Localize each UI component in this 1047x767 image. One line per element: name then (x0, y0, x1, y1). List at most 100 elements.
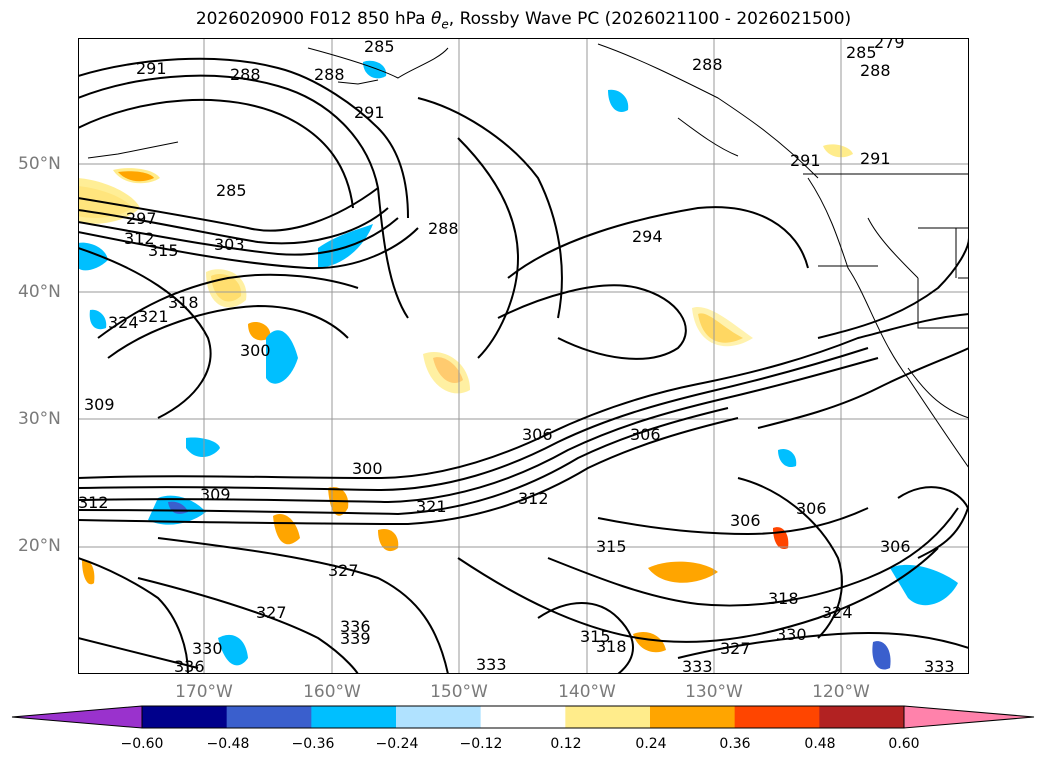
contour-label: 327 (328, 561, 359, 580)
patch-orange-9 (633, 631, 666, 653)
contour-label: 336 (174, 657, 205, 674)
colorbar-extend-right (903, 705, 1035, 729)
contour-label: 303 (214, 235, 245, 254)
contour-labels: 291 288 288 285 291 285 297 303 288 294 … (78, 38, 955, 674)
contour-label: 291 (136, 59, 167, 78)
contour-label: 312 (518, 489, 549, 508)
contour-label: 306 (730, 511, 761, 530)
colorbar-tick: −0.24 (375, 736, 419, 752)
colorbar-segment (226, 706, 312, 728)
contour-label: 318 (768, 589, 799, 608)
colorbar-segment (734, 706, 820, 728)
patch-orange-1 (118, 171, 154, 182)
patch-yellow-2 (206, 269, 247, 308)
contour-label: 291 (860, 149, 891, 168)
colorbar-tick: −0.36 (291, 736, 335, 752)
patch-blue-5 (890, 564, 958, 606)
colorbar-segment (650, 706, 736, 728)
lat-label-40n: 40°N (18, 282, 61, 302)
contour-label: 336 (340, 617, 371, 636)
lat-label-50n: 50°N (18, 154, 61, 174)
colorbar-extend-max (904, 706, 1034, 728)
colorbar-tick: 0.12 (550, 736, 582, 752)
contour-label: 321 (416, 497, 447, 516)
colorbar-segments (12, 706, 1034, 728)
lon-label-120w: 120°W (812, 682, 870, 702)
contour-label: 288 (428, 219, 459, 238)
contour-label: 333 (682, 657, 713, 674)
colorbar-segment (819, 706, 905, 728)
contour-label: 309 (84, 395, 115, 414)
contour-label: 315 (580, 627, 611, 646)
patch-orange-5 (378, 528, 399, 552)
colorbar-tick: −0.60 (120, 736, 164, 752)
contour-label: 339 (340, 629, 371, 648)
contour-label: 288 (692, 55, 723, 74)
contour-label: 315 (148, 241, 179, 260)
colorbar-tick: −0.12 (459, 736, 503, 752)
contour-label: 288 (860, 61, 891, 80)
contour-label: 306 (796, 499, 827, 518)
colorbar-segment (142, 706, 228, 728)
contour-label: 285 (216, 181, 247, 200)
contour-label: 330 (192, 639, 223, 658)
contour-label: 330 (776, 625, 807, 644)
contour-label: 315 (596, 537, 627, 556)
contour-label: 306 (522, 425, 553, 444)
contour-label: 300 (240, 341, 271, 360)
contour-label: 306 (630, 425, 661, 444)
colorbar-extend-min (12, 706, 142, 728)
contour-label: 294 (632, 227, 663, 246)
contour-label: 288 (230, 65, 261, 84)
contour-label: 321 (138, 307, 169, 326)
colorbar-tick: 0.24 (635, 736, 667, 752)
patch-blue-w2 (89, 309, 107, 330)
contour-label: 324 (108, 313, 139, 332)
contour-label: 327 (256, 603, 287, 622)
patch-blue-8 (608, 89, 629, 112)
patch-blue-6 (872, 641, 891, 670)
patch-blue-3 (318, 224, 373, 268)
colorbar-tick: 0.36 (719, 736, 751, 752)
lon-label-130w: 130°W (685, 682, 743, 702)
colorbar-segment (396, 706, 482, 728)
contour-label: 285 (364, 38, 395, 56)
contour-label: 324 (822, 603, 853, 622)
patch-blue-7 (218, 634, 248, 666)
patch-orange-10 (82, 559, 95, 585)
patch-yellow-3 (423, 351, 470, 394)
colorbar (11, 705, 1035, 729)
lon-label-160w: 160°W (303, 682, 361, 702)
contour-label: 291 (790, 151, 821, 170)
lon-label-150w: 150°W (430, 682, 488, 702)
colorbar-segment (565, 706, 651, 728)
contour-label: 318 (596, 637, 627, 656)
contour-label: 327 (720, 639, 751, 658)
lon-label-140w: 140°W (558, 682, 616, 702)
contour-label: 288 (314, 65, 345, 84)
colorbar-tick: −0.48 (206, 736, 250, 752)
patch-orange-3 (248, 321, 271, 341)
lon-label-170w: 170°W (175, 682, 233, 702)
contour-label: 291 (354, 103, 385, 122)
contour-label: 333 (924, 657, 955, 674)
patch-blue-9 (363, 60, 387, 79)
contour-label: 297 (126, 209, 157, 228)
graticule (78, 38, 969, 674)
contour-label: 312 (78, 493, 109, 512)
chart-title: 2026020900 F012 850 hPa θe, Rossby Wave … (195, 9, 852, 32)
colorbar-segment (480, 706, 566, 728)
contour-label: 312 (124, 229, 155, 248)
lat-label-20n: 20°N (18, 536, 61, 556)
map-svg: 291 288 288 285 291 285 297 303 288 294 … (78, 38, 969, 674)
coastlines (87, 43, 969, 469)
theta-e-contours (78, 57, 969, 674)
patch-yellow-5 (823, 144, 853, 158)
patch-blue-10 (778, 448, 797, 468)
contour-label: 285 (846, 43, 877, 62)
colorbar-tick: 0.48 (804, 736, 836, 752)
contour-label: 333 (476, 655, 507, 674)
colorbar-tick: 0.60 (888, 736, 920, 752)
contour-label: 306 (880, 537, 911, 556)
map-panel[interactable]: 291 288 288 285 291 285 297 303 288 294 … (78, 38, 969, 674)
